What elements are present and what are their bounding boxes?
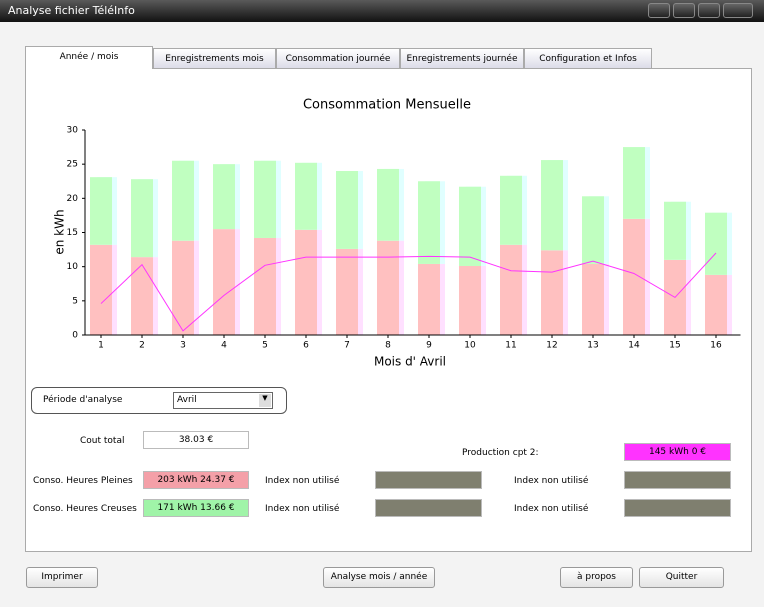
bar (213, 229, 235, 335)
bar (295, 162, 317, 230)
x-tick-label: 3 (180, 341, 186, 351)
label: Période d'analyse (43, 395, 123, 405)
y-tick-label: 0 (72, 331, 78, 341)
bar (172, 160, 194, 241)
x-axis-label: Mois d' Avril (374, 355, 446, 369)
tab[interactable]: Configuration et Infos (524, 48, 652, 69)
bar (254, 237, 276, 335)
bar (418, 263, 440, 335)
bar (377, 168, 399, 241)
bar (213, 164, 235, 230)
index-field (624, 471, 731, 489)
y-tick-label: 5 (72, 296, 78, 306)
bar (90, 244, 112, 335)
bar (295, 229, 317, 335)
restore-button[interactable] (673, 3, 695, 18)
bar (500, 175, 522, 245)
y-tick-label: 20 (67, 194, 79, 204)
label: Cout total (80, 436, 125, 446)
bar (131, 179, 153, 258)
y-tick-label: 25 (67, 160, 78, 170)
tab[interactable]: Enregistrements mois (153, 48, 276, 69)
select-value: Avril (177, 395, 197, 405)
chart: Consommation Mensuelle Mois d' Avril en … (53, 98, 741, 369)
cost-field: 38.03 € (143, 431, 249, 449)
x-tick-label: 11 (505, 341, 516, 351)
title-bar: Analyse fichier TéléInfo (0, 0, 764, 22)
bar (418, 181, 440, 264)
bar (705, 212, 727, 275)
close-button[interactable] (723, 3, 753, 18)
bar (90, 177, 112, 245)
bar (459, 186, 481, 266)
bar (336, 248, 358, 335)
bar (172, 240, 194, 335)
tab[interactable]: Consommation journée (276, 48, 400, 69)
button[interactable]: à propos (560, 567, 633, 588)
button[interactable]: Analyse mois / année (323, 567, 435, 588)
y-tick-label: 10 (67, 262, 79, 272)
bar (623, 218, 645, 335)
bar (541, 160, 563, 251)
x-tick-label: 1 (98, 341, 104, 351)
bar (664, 201, 686, 260)
x-tick-label: 13 (587, 341, 598, 351)
x-tick-label: 6 (303, 341, 309, 351)
x-tick-label: 8 (385, 341, 391, 351)
maximize-button[interactable] (698, 3, 720, 18)
x-tick-label: 16 (710, 341, 722, 351)
index-field (624, 499, 731, 517)
bar (705, 274, 727, 335)
label: Conso. Heures Creuses (33, 504, 137, 514)
x-tick-label: 12 (546, 341, 557, 351)
y-axis-label: en kWh (53, 209, 67, 254)
bar (131, 257, 153, 335)
x-tick-label: 15 (669, 341, 680, 351)
label: Index non utilisé (514, 504, 589, 514)
period-group (31, 387, 287, 414)
y-tick-label: 15 (67, 228, 78, 238)
bar (254, 160, 276, 238)
label: Conso. Heures Pleines (33, 476, 133, 486)
index-field (375, 471, 482, 489)
label: Production cpt 2: (462, 448, 539, 458)
bar (582, 196, 604, 264)
tab[interactable]: Année / mois (25, 46, 153, 69)
minimize-button[interactable] (648, 3, 670, 18)
label: Index non utilisé (265, 476, 340, 486)
button[interactable]: Imprimer (26, 567, 98, 588)
chart-title: Consommation Mensuelle (303, 98, 471, 113)
x-tick-label: 5 (262, 341, 268, 351)
bar (459, 265, 481, 335)
bar (500, 244, 522, 335)
x-tick-label: 9 (426, 341, 432, 351)
bar (541, 250, 563, 335)
button[interactable]: Quitter (639, 567, 724, 588)
prod-field: 145 kWh 0 € (624, 443, 731, 461)
period-select[interactable]: Avril ▼ (173, 392, 273, 409)
x-tick-label: 10 (464, 341, 476, 351)
window-title: Analyse fichier TéléInfo (8, 4, 135, 17)
x-tick-label: 2 (139, 341, 145, 351)
index-field (375, 499, 482, 517)
bar (623, 147, 645, 219)
tab[interactable]: Enregistrements journée (400, 48, 524, 69)
x-tick-label: 14 (628, 341, 640, 351)
hc-field: 171 kWh 13.66 € (143, 499, 249, 517)
bar (377, 240, 399, 335)
bar (336, 171, 358, 249)
bar (582, 263, 604, 335)
label: Index non utilisé (514, 476, 589, 486)
label: Index non utilisé (265, 504, 340, 514)
x-tick-label: 7 (344, 341, 350, 351)
hp-field: 203 kWh 24.37 € (143, 471, 249, 489)
y-tick-label: 30 (67, 126, 79, 136)
x-tick-label: 4 (221, 341, 227, 351)
line (100, 252, 717, 332)
